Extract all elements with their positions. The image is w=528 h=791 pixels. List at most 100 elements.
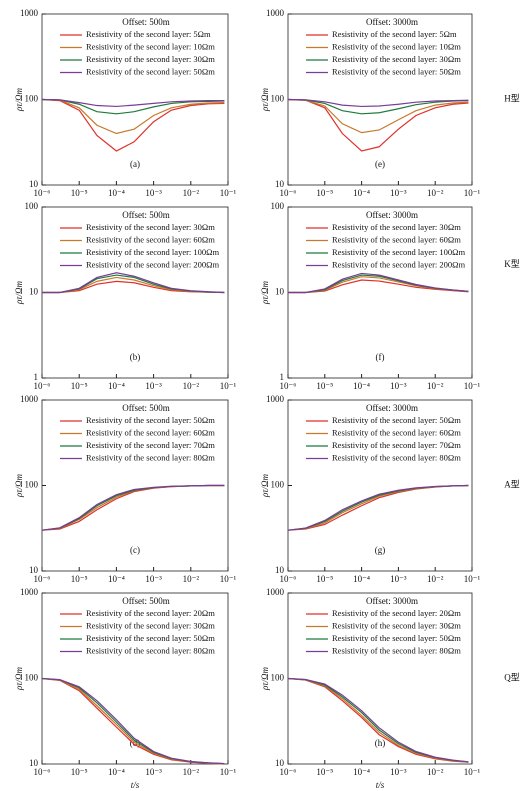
- legend-label: Resistivity of the second layer: 30Ωm: [86, 54, 215, 64]
- y-tick-label: 10: [275, 758, 285, 768]
- y-tick-label: 1000: [266, 8, 285, 18]
- y-axis-label: ρτ/Ωm: [260, 666, 270, 691]
- y-axis-label: ρτ/Ωm: [14, 666, 24, 691]
- x-tick-label: 10⁻⁵: [71, 767, 88, 777]
- x-tick-label: 10⁻⁶: [34, 574, 51, 584]
- legend-label: Resistivity of the second layer: 60Ωm: [86, 427, 215, 437]
- x-tick-label: 10⁻⁶: [34, 381, 51, 391]
- legend-label: Resistivity of the second layer: 10Ωm: [86, 41, 215, 51]
- x-tick-label: 10⁻⁶: [280, 188, 297, 198]
- y-tick-label: 1000: [20, 587, 39, 597]
- x-tick-label: 10⁻³: [390, 767, 407, 777]
- x-tick-label: 10⁻⁴: [353, 574, 370, 584]
- x-axis-label: t/s: [131, 780, 140, 790]
- x-tick-label: 10⁻⁵: [71, 574, 88, 584]
- y-tick-label: 1000: [266, 587, 285, 597]
- x-tick-label: 10⁻⁶: [280, 767, 297, 777]
- data-line: [41, 677, 225, 765]
- y-tick-label: 10: [29, 758, 39, 768]
- panel-label: (c): [130, 545, 140, 555]
- data-line: [41, 98, 225, 115]
- x-tick-label: 10⁻³: [390, 188, 407, 198]
- data-line: [41, 677, 225, 765]
- y-tick-label: 10: [29, 565, 39, 575]
- data-line: [287, 677, 469, 763]
- legend-label: Resistivity of the second layer: 80Ωm: [86, 645, 215, 655]
- y-tick-label: 10: [275, 565, 285, 575]
- legend-label: Resistivity of the second layer: 50Ωm: [86, 415, 215, 425]
- legend-title: Offset: 3000m: [366, 210, 418, 220]
- data-line: [287, 484, 469, 531]
- panel-label: (h): [375, 738, 386, 748]
- legend-label: Resistivity of the second layer: 30Ωm: [332, 222, 461, 232]
- legend-label: Resistivity of the second layer: 5Ωm: [86, 29, 211, 39]
- legend-label: Resistivity of the second layer: 5Ωm: [332, 29, 457, 39]
- x-tick-label: 10⁻⁵: [71, 381, 88, 391]
- data-line: [287, 484, 469, 531]
- side-label: H型: [504, 94, 520, 104]
- legend-label: Resistivity of the second layer: 60Ωm: [332, 234, 461, 244]
- x-tick-label: 10⁻³: [145, 574, 162, 584]
- x-tick-label: 10⁻⁵: [71, 188, 88, 198]
- x-tick-label: 10⁻³: [145, 381, 162, 391]
- y-axis-label: ρτ/Ωm: [260, 87, 270, 112]
- legend-title: Offset: 3000m: [366, 403, 418, 413]
- data-line: [287, 677, 469, 763]
- x-tick-label: 10⁻³: [145, 188, 162, 198]
- x-tick-label: 10⁻⁵: [316, 767, 333, 777]
- x-tick-label: 10⁻²: [427, 574, 444, 584]
- x-tick-label: 10⁻⁶: [34, 767, 51, 777]
- data-line: [41, 98, 225, 152]
- x-tick-label: 10⁻²: [183, 381, 200, 391]
- panel-label: (e): [375, 159, 385, 169]
- y-tick-label: 1000: [20, 8, 39, 18]
- legend-label: Resistivity of the second layer: 200Ωm: [332, 259, 465, 269]
- y-tick-label: 10: [29, 287, 39, 297]
- x-tick-label: 10⁻¹: [464, 188, 481, 198]
- legend-label: Resistivity of the second layer: 30Ωm: [332, 54, 461, 64]
- legend-label: Resistivity of the second layer: 50Ωm: [332, 633, 461, 643]
- x-tick-label: 10⁻⁴: [108, 381, 125, 391]
- data-line: [41, 677, 225, 765]
- y-tick-label: 1: [280, 372, 285, 382]
- x-tick-label: 10⁻⁵: [316, 188, 333, 198]
- legend-title: Offset: 500m: [122, 596, 170, 606]
- x-tick-label: 10⁻⁴: [353, 767, 370, 777]
- legend-label: Resistivity of the second layer: 30Ωm: [332, 620, 461, 630]
- data-line: [287, 98, 469, 134]
- legend-title: Offset: 3000m: [366, 17, 418, 27]
- x-tick-label: 10⁻¹: [464, 574, 481, 584]
- legend-label: Resistivity of the second layer: 10Ωm: [332, 41, 461, 51]
- panel-label: (f): [376, 352, 385, 362]
- x-axis-label: t/s: [376, 780, 385, 790]
- legend-label: Resistivity of the second layer: 70Ωm: [86, 440, 215, 450]
- x-tick-label: 10⁻⁵: [316, 574, 333, 584]
- y-axis-label: ρτ/Ωm: [260, 280, 270, 305]
- x-tick-label: 10⁻³: [145, 767, 162, 777]
- x-tick-label: 10⁻⁶: [280, 574, 297, 584]
- x-tick-label: 10⁻²: [427, 381, 444, 391]
- legend-label: Resistivity of the second layer: 80Ωm: [332, 645, 461, 655]
- data-line: [287, 98, 469, 152]
- panel-label: (g): [375, 545, 386, 555]
- legend-label: Resistivity of the second layer: 100Ωm: [86, 247, 219, 257]
- data-line: [287, 484, 469, 531]
- y-tick-label: 100: [25, 94, 39, 104]
- legend-title: Offset: 3000m: [366, 596, 418, 606]
- legend-label: Resistivity of the second layer: 100Ωm: [332, 247, 465, 257]
- y-tick-label: 100: [271, 673, 285, 683]
- x-tick-label: 10⁻¹: [464, 767, 481, 777]
- legend-label: Resistivity of the second layer: 60Ωm: [332, 427, 461, 437]
- y-tick-label: 10: [275, 287, 285, 297]
- y-axis-label: ρτ/Ωm: [14, 87, 24, 112]
- data-line: [41, 98, 225, 108]
- legend-label: Resistivity of the second layer: 80Ωm: [332, 452, 461, 462]
- y-tick-label: 100: [25, 201, 39, 211]
- side-label: A型: [504, 480, 520, 490]
- x-tick-label: 10⁻⁶: [34, 188, 51, 198]
- x-tick-label: 10⁻⁴: [353, 381, 370, 391]
- x-tick-label: 10⁻¹: [220, 767, 237, 777]
- legend-label: Resistivity of the second layer: 20Ωm: [332, 608, 461, 618]
- data-line: [42, 272, 225, 294]
- legend-label: Resistivity of the second layer: 50Ωm: [86, 633, 215, 643]
